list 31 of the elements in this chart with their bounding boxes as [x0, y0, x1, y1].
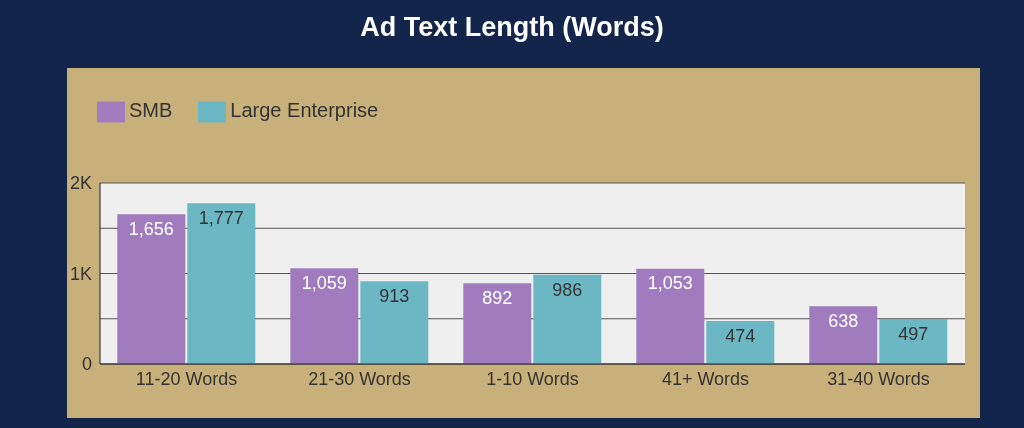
bar — [360, 281, 429, 364]
bar — [706, 321, 775, 364]
bar — [636, 268, 705, 364]
chart-title: Ad Text Length (Words) — [359, 12, 665, 43]
x-tick-label: 21-30 Words — [308, 368, 411, 389]
bar — [463, 283, 532, 364]
y-tick-label: 0 — [81, 354, 92, 375]
bar — [533, 274, 602, 364]
data-label: 1,053 — [647, 273, 693, 294]
bar — [117, 214, 186, 364]
bar — [187, 203, 256, 364]
y-tick-label: 1K — [69, 263, 92, 284]
legend-label: Large Enterprise — [230, 99, 379, 122]
legend-label: SMB — [129, 99, 173, 122]
x-tick-label: 31-40 Words — [827, 368, 930, 389]
data-label: 497 — [898, 323, 929, 344]
x-tick-label: 41+ Words — [661, 368, 750, 389]
data-label: 1,059 — [301, 272, 347, 293]
bar — [879, 319, 948, 364]
x-tick-label: 11-20 Words — [135, 368, 238, 389]
data-label: 892 — [482, 288, 513, 309]
data-label: 474 — [725, 325, 756, 346]
x-tick-label: 1-10 Words — [486, 368, 579, 389]
data-label: 913 — [379, 286, 410, 307]
y-tick-label: 2K — [69, 173, 92, 194]
bar — [290, 268, 359, 364]
data-label: 1,656 — [128, 218, 174, 239]
data-label: 986 — [552, 279, 583, 300]
data-label: 1,777 — [198, 207, 244, 228]
bar — [809, 306, 878, 364]
data-label: 638 — [828, 311, 859, 332]
